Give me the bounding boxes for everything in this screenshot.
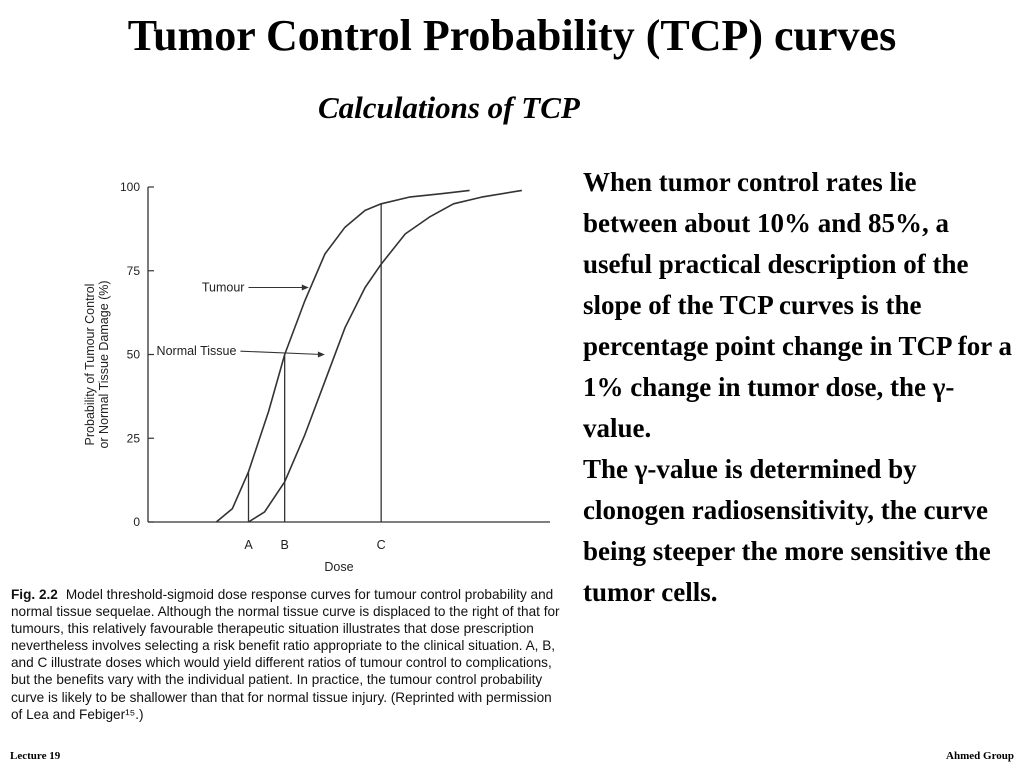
body-paragraph-1: When tumor control rates lie between abo… — [583, 167, 1013, 443]
series-line-tumour — [215, 189, 470, 523]
footer-group: Ahmed Group — [946, 750, 1014, 762]
plot-area: 0 25 50 75 100 Probability of Tumour Control o… — [83, 180, 550, 574]
figure-caption-text: Model threshold-sigmoid dose response cu… — [11, 587, 560, 722]
dose-response-chart: 0 25 50 75 100 Probability of Tumour Control o… — [83, 180, 550, 574]
series-label-tumour: Tumour — [202, 281, 245, 295]
series-line-normal-tissue — [248, 189, 523, 523]
arrow-head-icon — [317, 351, 325, 358]
y-tick-label: 75 — [127, 264, 141, 278]
y-tick-label: 50 — [127, 348, 141, 362]
figure-caption-label: Fig. 2.2 — [11, 587, 58, 602]
slide-body-text: When tumor control rates lie between abo… — [583, 162, 1015, 613]
y-axis-label: or Normal Tissue Damage (%) — [97, 280, 111, 448]
slide-subtitle: Calculations of TCP — [318, 90, 580, 125]
series-label-arrow — [240, 350, 322, 356]
x-tick-label: A — [244, 538, 253, 552]
y-tick-label: 100 — [120, 180, 140, 194]
y-tick-label: 25 — [127, 431, 141, 445]
x-tick-label: B — [281, 538, 289, 552]
slide-title: Tumor Control Probability (TCP) curves — [127, 11, 897, 60]
x-tick-label: C — [377, 538, 386, 552]
series-label-normal-tissue: Normal Tissue — [157, 344, 237, 358]
arrow-head-icon — [301, 284, 309, 291]
figure-caption: Fig. 2.2 Model threshold-sigmoid dose res… — [11, 586, 561, 723]
y-axis-label: Probability of Tumour Control — [83, 284, 97, 446]
body-paragraph-2: The γ-value is determined by clonogen ra… — [583, 454, 991, 607]
y-tick-label: 0 — [133, 515, 140, 529]
footer-lecture: Lecture 19 — [10, 750, 61, 762]
x-axis-label: Dose — [324, 560, 353, 574]
